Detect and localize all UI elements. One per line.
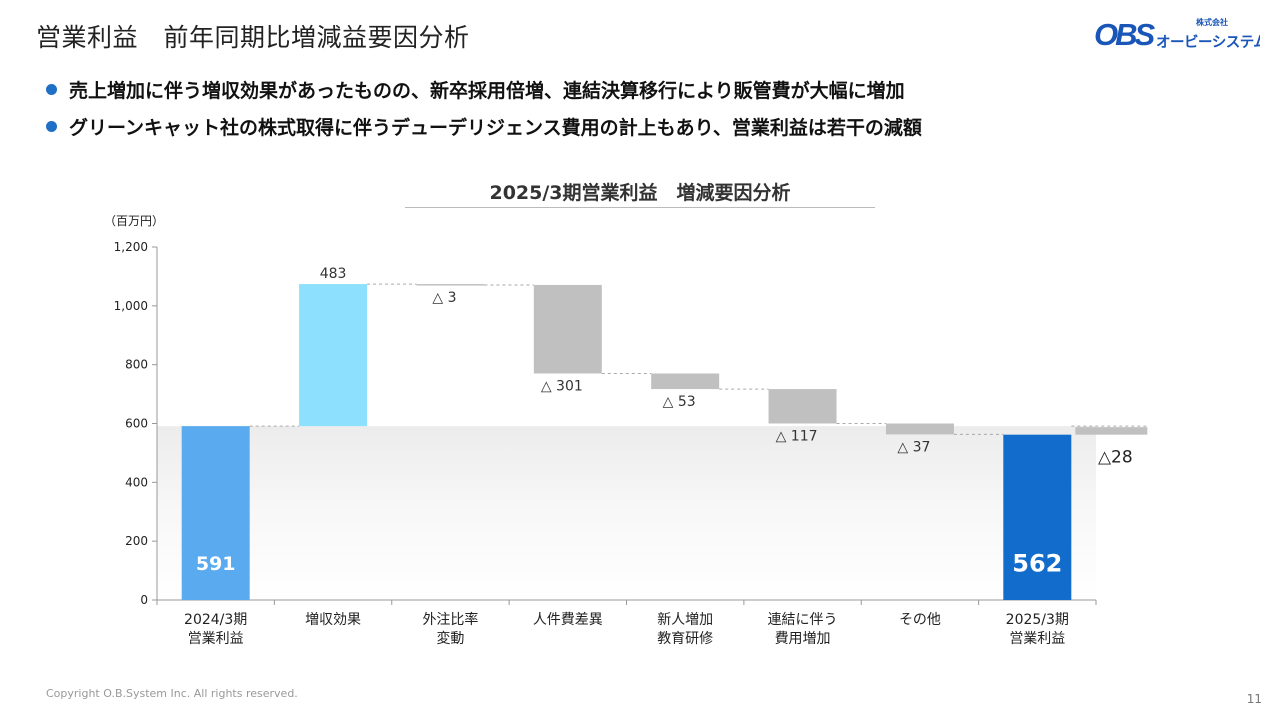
bullet-point-1: 売上増加に伴う増収効果があったものの、新卒採用倍増、連結決算移行により販管費が大… [46,76,905,103]
x-category-label: 連結に伴う [768,612,838,628]
bullet-point-2: グリーンキャット社の株式取得に伴うデューデリジェンス費用の計上もあり、営業利益は… [46,113,922,140]
y-tick-label: 1,000 [114,299,148,313]
waterfall-bar [416,284,485,286]
slide-title: 営業利益 前年同期比増減益要因分析 [36,23,470,52]
waterfall-bar [181,426,250,600]
logo-text: オービーシステム [1156,34,1260,51]
bullet-text-2: グリーンキャット社の株式取得に伴うデューデリジェンス費用の計上もあり、営業利益は… [69,117,922,139]
x-category-label: 費用増加 [775,631,831,647]
waterfall-bar [299,284,368,427]
baseline-band [157,426,1096,600]
x-category-label: 外注比率 [422,611,478,628]
logo-mark: OBS [1094,17,1156,52]
y-unit-label: （百万円） [104,214,164,228]
x-category-label: 新人増加 [657,612,713,628]
waterfall-bar [885,423,954,435]
net-change-label: △28 [1098,448,1133,468]
x-category-label: 人件費差異 [533,612,603,628]
bar-value-label: △ 53 [663,394,696,410]
waterfall-bar [533,284,602,374]
y-tick-label: 200 [125,534,148,548]
x-category-label: 2024/3期 [184,612,247,628]
bar-value-label: △ 37 [897,439,930,455]
y-tick-label: 0 [140,593,148,607]
company-logo: OBS 株式会社 オービーシステム [1094,17,1260,52]
waterfall-bar [651,373,720,390]
bar-value-label: △ 117 [776,429,818,445]
y-tick-label: 1,200 [114,240,148,254]
bullet-text-1: 売上増加に伴う増収効果があったものの、新卒採用倍増、連結決算移行により販管費が大… [69,80,905,102]
x-category-label: その他 [899,612,941,628]
chart-title-underline [405,207,875,208]
bullet-marker [46,121,57,132]
bullet-marker [46,84,57,95]
bar-value-label: 483 [320,266,347,282]
x-category-label: 営業利益 [1009,631,1065,647]
y-tick-label: 600 [125,417,148,431]
bar-value-label: 562 [1012,550,1062,578]
waterfall-bar [1003,434,1072,600]
x-category-label: 変動 [436,630,464,647]
chart-title: 2025/3期営業利益 増減要因分析 [489,182,791,204]
logo-small-text: 株式会社 [1196,17,1228,27]
bar-value-label: △ 301 [541,378,583,394]
bar-value-label: 591 [196,553,236,575]
bar-value-label: △ 3 [432,290,456,306]
y-tick-label: 800 [125,358,148,372]
x-category-label: 教育研修 [657,631,713,647]
x-category-label: 営業利益 [188,631,244,647]
x-category-label: 増収効果 [305,612,361,628]
page-number: 11 [1246,692,1262,706]
copyright-text: Copyright O.B.System Inc. All rights res… [46,687,298,700]
net-change-bar [1075,427,1148,435]
x-category-label: 2025/3期 [1006,612,1069,628]
y-tick-label: 400 [125,475,148,489]
waterfall-bar [768,389,837,424]
